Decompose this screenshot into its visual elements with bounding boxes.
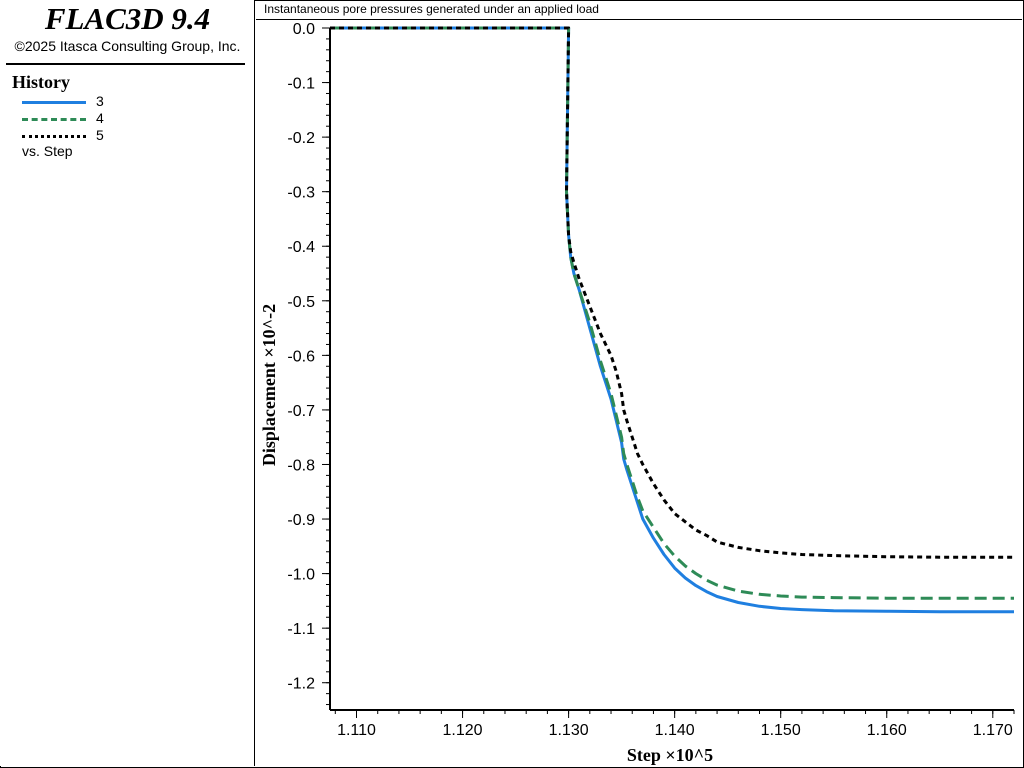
divider — [6, 63, 245, 65]
plot-area: 0.0 -0.1 -0.2 -0.3 -0.4 -0.5 -0.6 -0.7 -0.8 -0.9 -… — [259, 21, 1015, 765]
copyright-text: ©2025 Itasca Consulting Group, Inc. — [14, 38, 241, 54]
y-tick-label: -0.4 — [287, 239, 315, 256]
legend-label: 4 — [96, 110, 104, 126]
series-layer — [330, 26, 1014, 614]
y-tick-label: -1.0 — [287, 567, 315, 584]
y-tick-label: -0.8 — [287, 457, 315, 474]
y-tick-label: -0.5 — [287, 294, 315, 311]
series-line-5 — [330, 26, 1014, 559]
series-line-3 — [330, 26, 1014, 614]
legend-swatch-dotted — [22, 135, 86, 138]
y-tick-label: -0.1 — [287, 76, 315, 93]
x-axis-label: Step ×10^5 — [627, 745, 713, 765]
app-title: FLAC3D 9.4 — [44, 1, 211, 36]
x-tick-label: 1.120 — [443, 722, 483, 739]
legend-swatch-dashed — [22, 118, 86, 121]
plot-title: Instantaneous pore pressures generated u… — [264, 2, 599, 16]
y-tick-label: -1.2 — [287, 676, 315, 693]
legend-swatch-solid — [22, 101, 86, 104]
legend-panel: FLAC3D 9.4 ©2025 Itasca Consulting Group… — [0, 0, 255, 766]
y-tick-label: 0.0 — [293, 21, 315, 38]
y-tick-label: -0.2 — [287, 130, 315, 147]
legend-label: 3 — [96, 93, 104, 109]
series-line-4 — [330, 26, 1014, 600]
legend-vs-label: vs. Step — [22, 143, 73, 159]
y-tick-label: -1.1 — [287, 621, 315, 638]
x-tick-label: 1.130 — [549, 722, 589, 739]
plot-title-bar: Instantaneous pore pressures generated u… — [256, 0, 1022, 20]
x-tick-label: 1.140 — [655, 722, 695, 739]
y-tick-label: -0.6 — [287, 348, 315, 365]
y-tick-label: -0.7 — [287, 403, 315, 420]
y-tick-label: -0.9 — [287, 512, 315, 529]
x-tick-label: 1.150 — [761, 722, 801, 739]
x-tick-label: 1.160 — [867, 722, 907, 739]
y-tick-label: -0.3 — [287, 185, 315, 202]
x-tick-label: 1.110 — [337, 722, 376, 739]
axes: 0.0 -0.1 -0.2 -0.3 -0.4 -0.5 -0.6 -0.7 -0.8 -0.9 -… — [287, 21, 1015, 739]
y-axis-label: Displacement ×10^-2 — [259, 304, 279, 466]
legend-label: 5 — [96, 127, 104, 143]
x-tick-label: 1.170 — [973, 722, 1013, 739]
legend-title: History — [12, 72, 70, 92]
